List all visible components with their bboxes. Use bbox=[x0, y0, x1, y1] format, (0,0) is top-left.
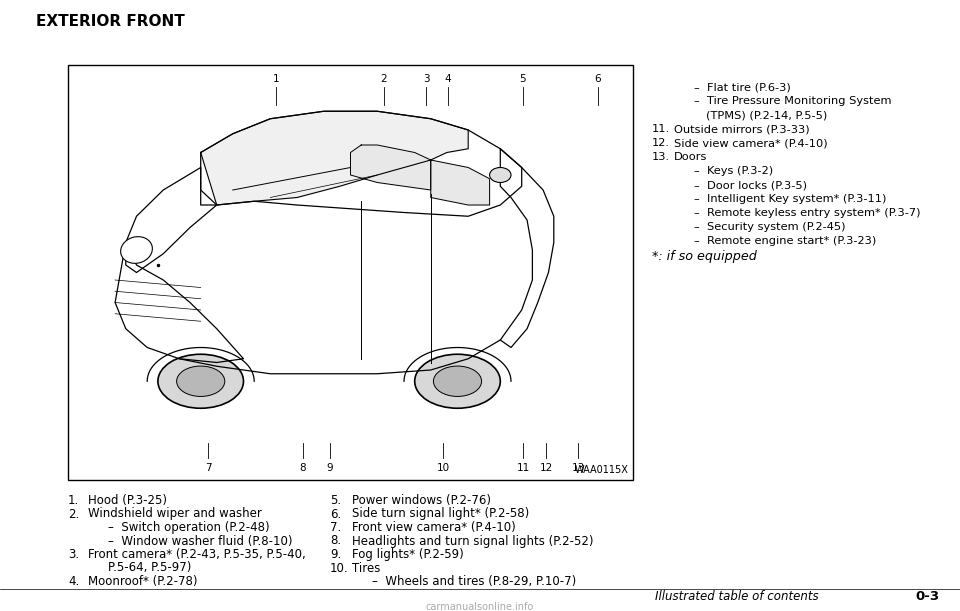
Text: Power windows (P.2-76): Power windows (P.2-76) bbox=[352, 494, 491, 507]
Text: Tires: Tires bbox=[352, 562, 380, 574]
Polygon shape bbox=[431, 160, 490, 205]
Ellipse shape bbox=[157, 354, 244, 408]
Text: –  Security system (P.2-45): – Security system (P.2-45) bbox=[694, 222, 846, 232]
Text: (TPMS) (P.2-14, P.5-5): (TPMS) (P.2-14, P.5-5) bbox=[706, 110, 828, 120]
Text: 5.: 5. bbox=[330, 494, 341, 507]
Text: –  Tire Pressure Monitoring System: – Tire Pressure Monitoring System bbox=[694, 96, 892, 106]
Text: 5: 5 bbox=[519, 74, 526, 84]
Text: Headlights and turn signal lights (P.2-52): Headlights and turn signal lights (P.2-5… bbox=[352, 535, 593, 547]
Text: Fog lights* (P.2-59): Fog lights* (P.2-59) bbox=[352, 548, 464, 561]
Text: WAA0115X: WAA0115X bbox=[575, 465, 629, 475]
Text: 3: 3 bbox=[422, 74, 429, 84]
Text: Doors: Doors bbox=[674, 152, 708, 162]
Text: 0-3: 0-3 bbox=[916, 590, 940, 604]
Text: 8.: 8. bbox=[330, 535, 341, 547]
Text: Outside mirrors (P.3-33): Outside mirrors (P.3-33) bbox=[674, 124, 809, 134]
Ellipse shape bbox=[177, 366, 225, 397]
Text: Windshield wiper and washer: Windshield wiper and washer bbox=[88, 508, 262, 521]
Text: Side view camera* (P.4-10): Side view camera* (P.4-10) bbox=[674, 138, 828, 148]
Text: 3.: 3. bbox=[68, 548, 79, 561]
Text: –  Intelligent Key system* (P.3-11): – Intelligent Key system* (P.3-11) bbox=[694, 194, 886, 204]
Text: Front camera* (P.2-43, P.5-35, P.5-40,: Front camera* (P.2-43, P.5-35, P.5-40, bbox=[88, 548, 305, 561]
Text: –  Window washer fluid (P.8-10): – Window washer fluid (P.8-10) bbox=[108, 535, 293, 547]
Text: 6: 6 bbox=[594, 74, 601, 84]
Text: 2.: 2. bbox=[68, 508, 80, 521]
Text: Side turn signal light* (P.2-58): Side turn signal light* (P.2-58) bbox=[352, 508, 529, 521]
Text: 8: 8 bbox=[300, 463, 306, 473]
Polygon shape bbox=[201, 111, 468, 205]
Text: 6.: 6. bbox=[330, 508, 341, 521]
Text: –  Remote engine start* (P.3-23): – Remote engine start* (P.3-23) bbox=[694, 236, 876, 246]
Text: 9.: 9. bbox=[330, 548, 341, 561]
Text: –  Wheels and tires (P.8-29, P.10-7): – Wheels and tires (P.8-29, P.10-7) bbox=[372, 575, 576, 588]
Text: 13.: 13. bbox=[652, 152, 670, 162]
Text: 4: 4 bbox=[444, 74, 451, 84]
Text: EXTERIOR FRONT: EXTERIOR FRONT bbox=[36, 15, 184, 29]
Ellipse shape bbox=[121, 236, 153, 263]
Text: P.5-64, P.5-97): P.5-64, P.5-97) bbox=[108, 562, 191, 574]
Text: Moonroof* (P.2-78): Moonroof* (P.2-78) bbox=[88, 575, 198, 588]
Text: 1.: 1. bbox=[68, 494, 80, 507]
Text: –  Keys (P.3-2): – Keys (P.3-2) bbox=[694, 166, 773, 176]
Text: 12: 12 bbox=[540, 463, 553, 473]
Ellipse shape bbox=[415, 354, 500, 408]
Text: 13: 13 bbox=[571, 463, 585, 473]
Bar bbox=[68, 65, 633, 480]
Text: 7.: 7. bbox=[330, 521, 341, 534]
Polygon shape bbox=[350, 145, 431, 190]
Text: 11: 11 bbox=[516, 463, 530, 473]
Text: –  Switch operation (P.2-48): – Switch operation (P.2-48) bbox=[108, 521, 270, 534]
Text: 7: 7 bbox=[204, 463, 211, 473]
Text: –  Flat tire (P.6-3): – Flat tire (P.6-3) bbox=[694, 82, 791, 92]
Text: 11.: 11. bbox=[652, 124, 670, 134]
Text: 12.: 12. bbox=[652, 138, 670, 148]
Text: –  Remote keyless entry system* (P.3-7): – Remote keyless entry system* (P.3-7) bbox=[694, 208, 921, 218]
Text: 9: 9 bbox=[326, 463, 333, 473]
Text: Hood (P.3-25): Hood (P.3-25) bbox=[88, 494, 167, 507]
Text: 2: 2 bbox=[381, 74, 387, 84]
Text: carmanualsonline.info: carmanualsonline.info bbox=[426, 602, 534, 611]
Ellipse shape bbox=[490, 167, 511, 183]
Text: 10.: 10. bbox=[330, 562, 348, 574]
Text: 1: 1 bbox=[273, 74, 279, 84]
Text: *: if so equipped: *: if so equipped bbox=[652, 250, 756, 263]
Text: Front view camera* (P.4-10): Front view camera* (P.4-10) bbox=[352, 521, 516, 534]
Text: Illustrated table of contents: Illustrated table of contents bbox=[655, 590, 819, 604]
Text: –  Door locks (P.3-5): – Door locks (P.3-5) bbox=[694, 180, 807, 190]
Text: 10: 10 bbox=[437, 463, 449, 473]
Text: 4.: 4. bbox=[68, 575, 80, 588]
Ellipse shape bbox=[433, 366, 482, 397]
